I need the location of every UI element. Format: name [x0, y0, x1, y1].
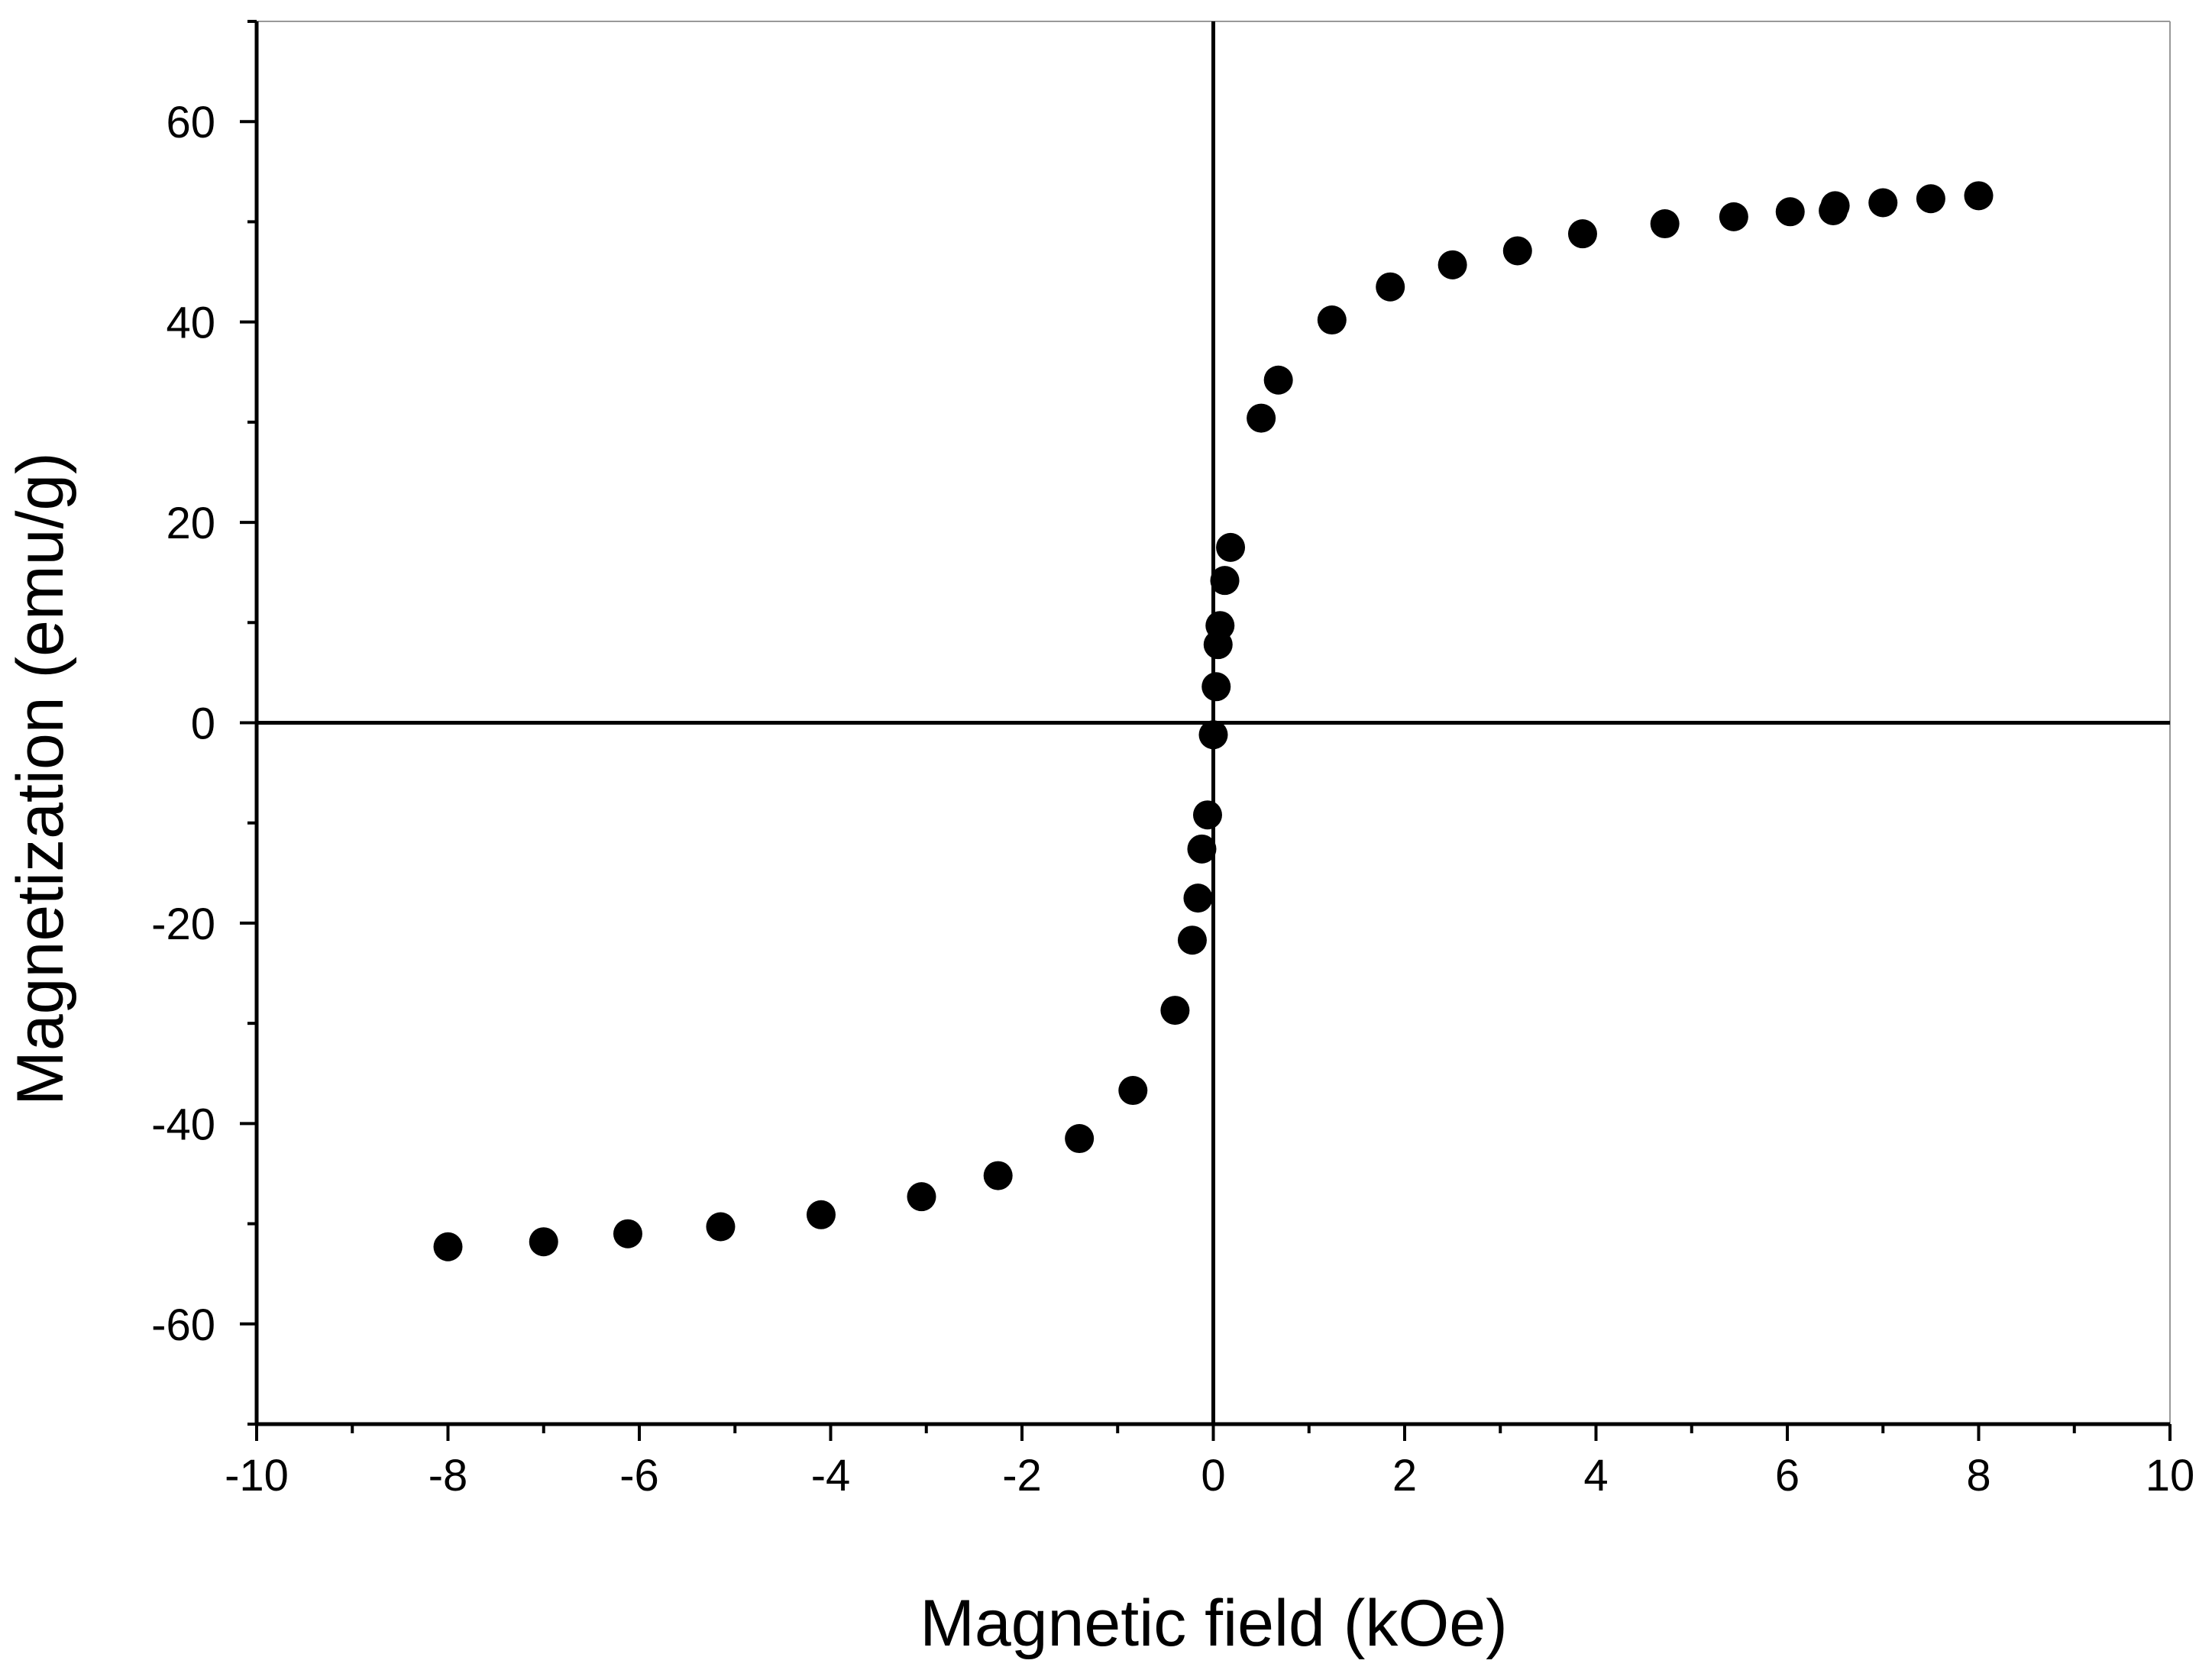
x-tick-label: 4	[1583, 1451, 1608, 1500]
x-axis-title: Magnetic field (kOe)	[920, 1587, 1508, 1660]
data-point	[433, 1232, 463, 1261]
x-tick-label: 8	[1966, 1451, 1990, 1500]
data-point	[1650, 209, 1680, 239]
y-tick-label: -40	[151, 1100, 215, 1149]
data-point	[1183, 883, 1213, 913]
data-point	[1205, 611, 1235, 641]
data-point	[1247, 403, 1276, 433]
data-point	[1210, 566, 1240, 596]
y-axis-title: Magnetization (emu/g)	[4, 452, 77, 1106]
y-tick-label: 0	[191, 699, 215, 749]
data-point	[806, 1200, 836, 1229]
data-point	[1263, 365, 1293, 395]
x-tick-label: -4	[811, 1451, 851, 1500]
data-point	[907, 1182, 936, 1212]
data-point	[1317, 305, 1347, 335]
data-point	[1964, 181, 1994, 211]
data-point	[1160, 996, 1190, 1026]
data-point	[1719, 202, 1748, 231]
x-tick-label: -10	[225, 1451, 289, 1500]
data-point	[1775, 197, 1805, 227]
y-tick-label: 60	[166, 98, 215, 147]
data-point	[1216, 532, 1246, 562]
x-tick-label: 0	[1201, 1451, 1225, 1500]
data-point	[1201, 672, 1231, 702]
data-point	[529, 1227, 558, 1257]
data-point	[1567, 219, 1597, 249]
data-points-layer	[433, 181, 1994, 1261]
x-tick-label: -2	[1002, 1451, 1042, 1500]
data-point	[1198, 720, 1228, 750]
data-point	[1868, 188, 1898, 218]
data-point	[1177, 925, 1207, 955]
y-tick-label: 40	[166, 299, 215, 348]
data-point	[1187, 834, 1217, 864]
y-tick-label: -20	[151, 900, 215, 949]
x-tick-label: 10	[2146, 1451, 2195, 1500]
data-point	[1065, 1124, 1095, 1154]
data-point	[613, 1219, 642, 1248]
x-tick-label: 2	[1392, 1451, 1417, 1500]
x-tick-label: -6	[619, 1451, 659, 1500]
y-tick-label: 20	[166, 499, 215, 548]
data-point	[1820, 191, 1850, 221]
data-point	[1502, 236, 1532, 266]
y-tick-label: -60	[151, 1300, 215, 1350]
data-point	[1916, 184, 1945, 214]
data-point	[1192, 800, 1222, 830]
data-point	[983, 1161, 1013, 1190]
data-point	[1437, 250, 1467, 279]
x-tick-label: 6	[1775, 1451, 1800, 1500]
data-point	[1376, 272, 1405, 302]
x-tick-label: -8	[428, 1451, 468, 1500]
data-point	[1118, 1076, 1148, 1106]
data-point	[706, 1212, 736, 1242]
